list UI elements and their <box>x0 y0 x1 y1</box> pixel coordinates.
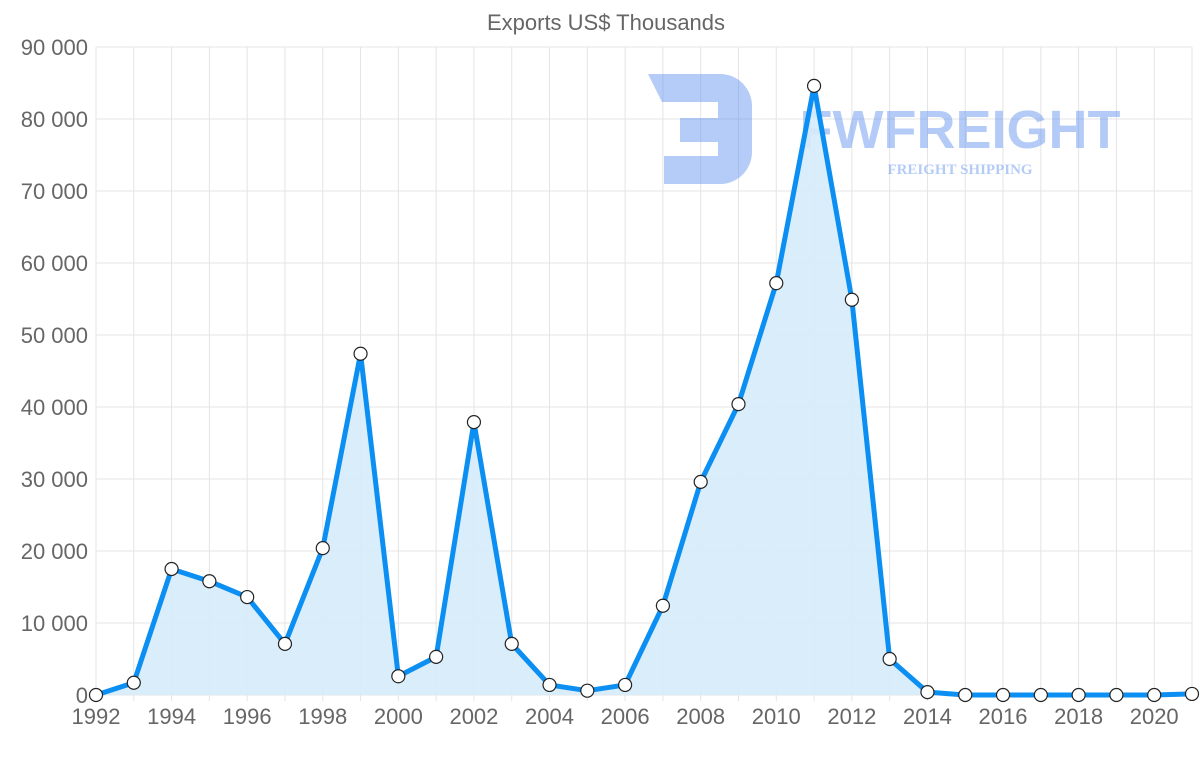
y-tick-label: 10 000 <box>21 611 88 636</box>
x-tick-label: 1996 <box>223 704 272 729</box>
data-point[interactable] <box>277 636 293 651</box>
data-point[interactable] <box>844 292 859 307</box>
data-points <box>88 78 1200 703</box>
data-point[interactable] <box>806 78 822 93</box>
y-tick-label: 70 000 <box>21 179 88 204</box>
y-tick-label: 60 000 <box>21 251 88 276</box>
data-point[interactable] <box>1109 687 1124 703</box>
x-tick-label: 2012 <box>827 704 876 729</box>
x-tick-label: 1992 <box>72 704 121 729</box>
watermark-logo: FWFREIGHT FREIGHT SHIPPING <box>648 74 1120 184</box>
y-tick-label: 40 000 <box>21 395 88 420</box>
x-tick-label: 1998 <box>298 704 347 729</box>
data-point[interactable] <box>1033 687 1048 703</box>
data-point[interactable] <box>731 397 746 412</box>
y-tick-label: 50 000 <box>21 323 88 348</box>
data-point[interactable] <box>693 474 708 489</box>
data-point[interactable] <box>240 589 255 605</box>
data-point[interactable] <box>429 649 444 664</box>
x-tick-label: 2002 <box>449 704 498 729</box>
x-tick-label: 2006 <box>601 704 650 729</box>
data-point[interactable] <box>1184 686 1200 702</box>
x-tick-label: 2004 <box>525 704 574 729</box>
x-tick-label: 2010 <box>752 704 801 729</box>
x-tick-label: 2016 <box>979 704 1028 729</box>
data-point[interactable] <box>466 415 482 430</box>
data-point[interactable] <box>315 541 330 556</box>
data-point[interactable] <box>391 669 406 684</box>
x-tick-label: 1994 <box>147 704 196 729</box>
y-axis: 0 10 000 20 000 30 000 40 000 50 000 60 000 70 … <box>21 35 88 708</box>
data-point[interactable] <box>88 687 104 703</box>
data-point[interactable] <box>958 687 973 703</box>
data-point[interactable] <box>769 276 784 291</box>
logo-mark-icon <box>648 74 752 184</box>
data-point[interactable] <box>542 677 557 693</box>
y-tick-label: 0 <box>76 683 88 708</box>
data-point[interactable] <box>995 687 1011 703</box>
data-point[interactable] <box>504 636 519 651</box>
data-point[interactable] <box>202 574 217 589</box>
y-tick-label: 20 000 <box>21 539 88 564</box>
y-tick-label: 30 000 <box>21 467 88 492</box>
area-fill <box>96 85 1192 695</box>
data-point[interactable] <box>655 598 670 613</box>
data-point[interactable] <box>1147 687 1162 703</box>
logo-tagline: FREIGHT SHIPPING <box>887 162 1032 178</box>
x-tick-label: 2018 <box>1054 704 1103 729</box>
logo-brand: FWFREIGHT <box>800 100 1121 160</box>
x-tick-label: 2020 <box>1130 704 1179 729</box>
data-point[interactable] <box>164 561 179 577</box>
data-point[interactable] <box>920 685 935 700</box>
x-tick-label: 2014 <box>903 704 952 729</box>
x-tick-label: 2000 <box>374 704 423 729</box>
data-point[interactable] <box>1071 687 1086 703</box>
data-point[interactable] <box>882 651 897 667</box>
data-point[interactable] <box>580 683 595 698</box>
x-tick-label: 2008 <box>676 704 725 729</box>
data-point[interactable] <box>353 346 368 361</box>
data-point[interactable] <box>126 675 141 690</box>
data-point[interactable] <box>618 677 633 693</box>
x-axis: 1992 1994 1996 1998 2000 2002 2004 2006 2008 2010… <box>72 704 1179 729</box>
y-tick-label: 90 000 <box>21 35 88 60</box>
y-tick-label: 80 000 <box>21 107 88 132</box>
chart-title: Exports US$ Thousands <box>487 10 725 35</box>
